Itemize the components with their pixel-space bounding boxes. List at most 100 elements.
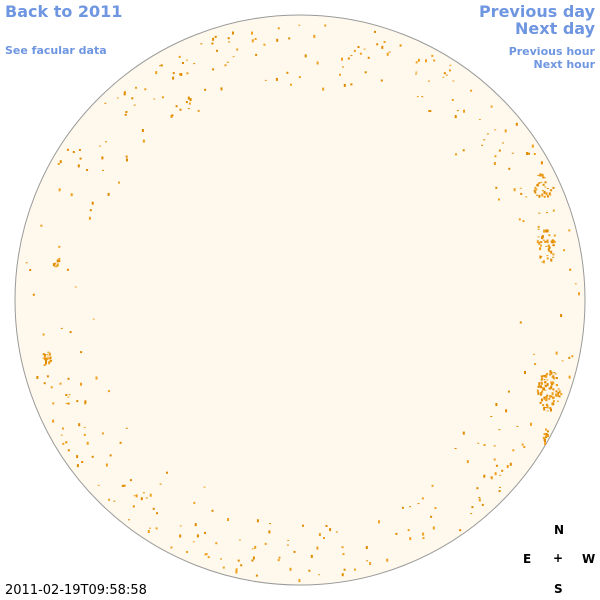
facular-link[interactable]: See facular data [5,44,107,57]
facula [153,98,156,100]
facula [48,352,51,356]
facula [541,193,544,197]
facula [105,463,108,467]
facula [47,356,49,358]
facula [549,373,551,376]
facula [67,396,70,398]
facula [97,484,100,486]
facula [62,427,64,430]
facula [513,188,516,192]
facula [252,556,255,560]
facula [121,484,124,487]
facula [538,382,541,386]
facula [256,519,259,523]
facula [540,398,543,402]
facula [541,261,544,263]
facula [550,395,553,398]
facula [386,558,389,562]
facula [43,382,46,385]
facula [350,55,353,57]
facula [537,236,540,238]
facula [540,381,543,384]
facula [534,186,537,189]
facula [155,71,158,75]
facula [544,181,547,184]
facula [543,229,546,233]
facula [224,64,227,67]
facula [29,269,32,271]
compass-west: W [582,552,596,566]
facula [544,186,547,188]
facula [42,333,45,336]
facula [540,392,543,394]
previous-hour-link[interactable]: Previous hour [508,45,595,58]
facula [504,129,507,133]
facula [449,64,452,66]
facula [545,428,547,431]
facula [193,63,196,65]
timestamp: 2011-02-19T09:58:58 [5,583,147,598]
facula [125,427,128,429]
next-day-link[interactable]: Next day [515,19,595,38]
facula [160,64,163,67]
facula [145,497,148,499]
facula [494,472,497,476]
facula [540,241,543,244]
facula [298,579,301,583]
facula [545,229,548,233]
facula [545,403,548,406]
facula [369,562,372,565]
facula [25,262,28,264]
facula [538,241,541,245]
facula [142,139,145,143]
facula [550,408,552,412]
facula [125,111,128,113]
facula [463,109,465,113]
facula [550,189,553,192]
facula [236,48,239,51]
facula [455,153,457,156]
facula [533,353,535,355]
facula [40,224,43,227]
facula [552,400,555,403]
facula [255,53,258,56]
facula [553,372,556,374]
facula [72,151,75,153]
facula [534,191,537,194]
facula [551,376,554,378]
previous-day-link[interactable]: Previous day [478,2,595,21]
facula [519,321,522,324]
facula [547,195,549,198]
facula [227,518,230,521]
facula [421,497,424,500]
facula [322,87,325,91]
facula [533,153,536,155]
facula [546,239,549,243]
facula [560,393,563,396]
facula [107,390,110,393]
facula [161,96,164,99]
facula [105,141,107,143]
facula [511,152,514,154]
facula [548,234,551,237]
facula [343,568,346,571]
facula [483,474,486,478]
facula [67,449,70,452]
facula [539,401,542,404]
facula [263,43,266,46]
facula [539,393,542,396]
facula [66,268,69,271]
facula [498,149,501,152]
facula [133,104,136,106]
facula [383,41,386,43]
facula [561,360,564,362]
facula [537,391,540,395]
facula [552,381,555,384]
back-link[interactable]: Back to 2011 [5,2,123,21]
facula [519,187,522,189]
facula [166,471,168,474]
facula [557,391,560,394]
facula [76,400,79,403]
facula [549,370,552,374]
next-hour-link[interactable]: Next hour [533,58,596,71]
